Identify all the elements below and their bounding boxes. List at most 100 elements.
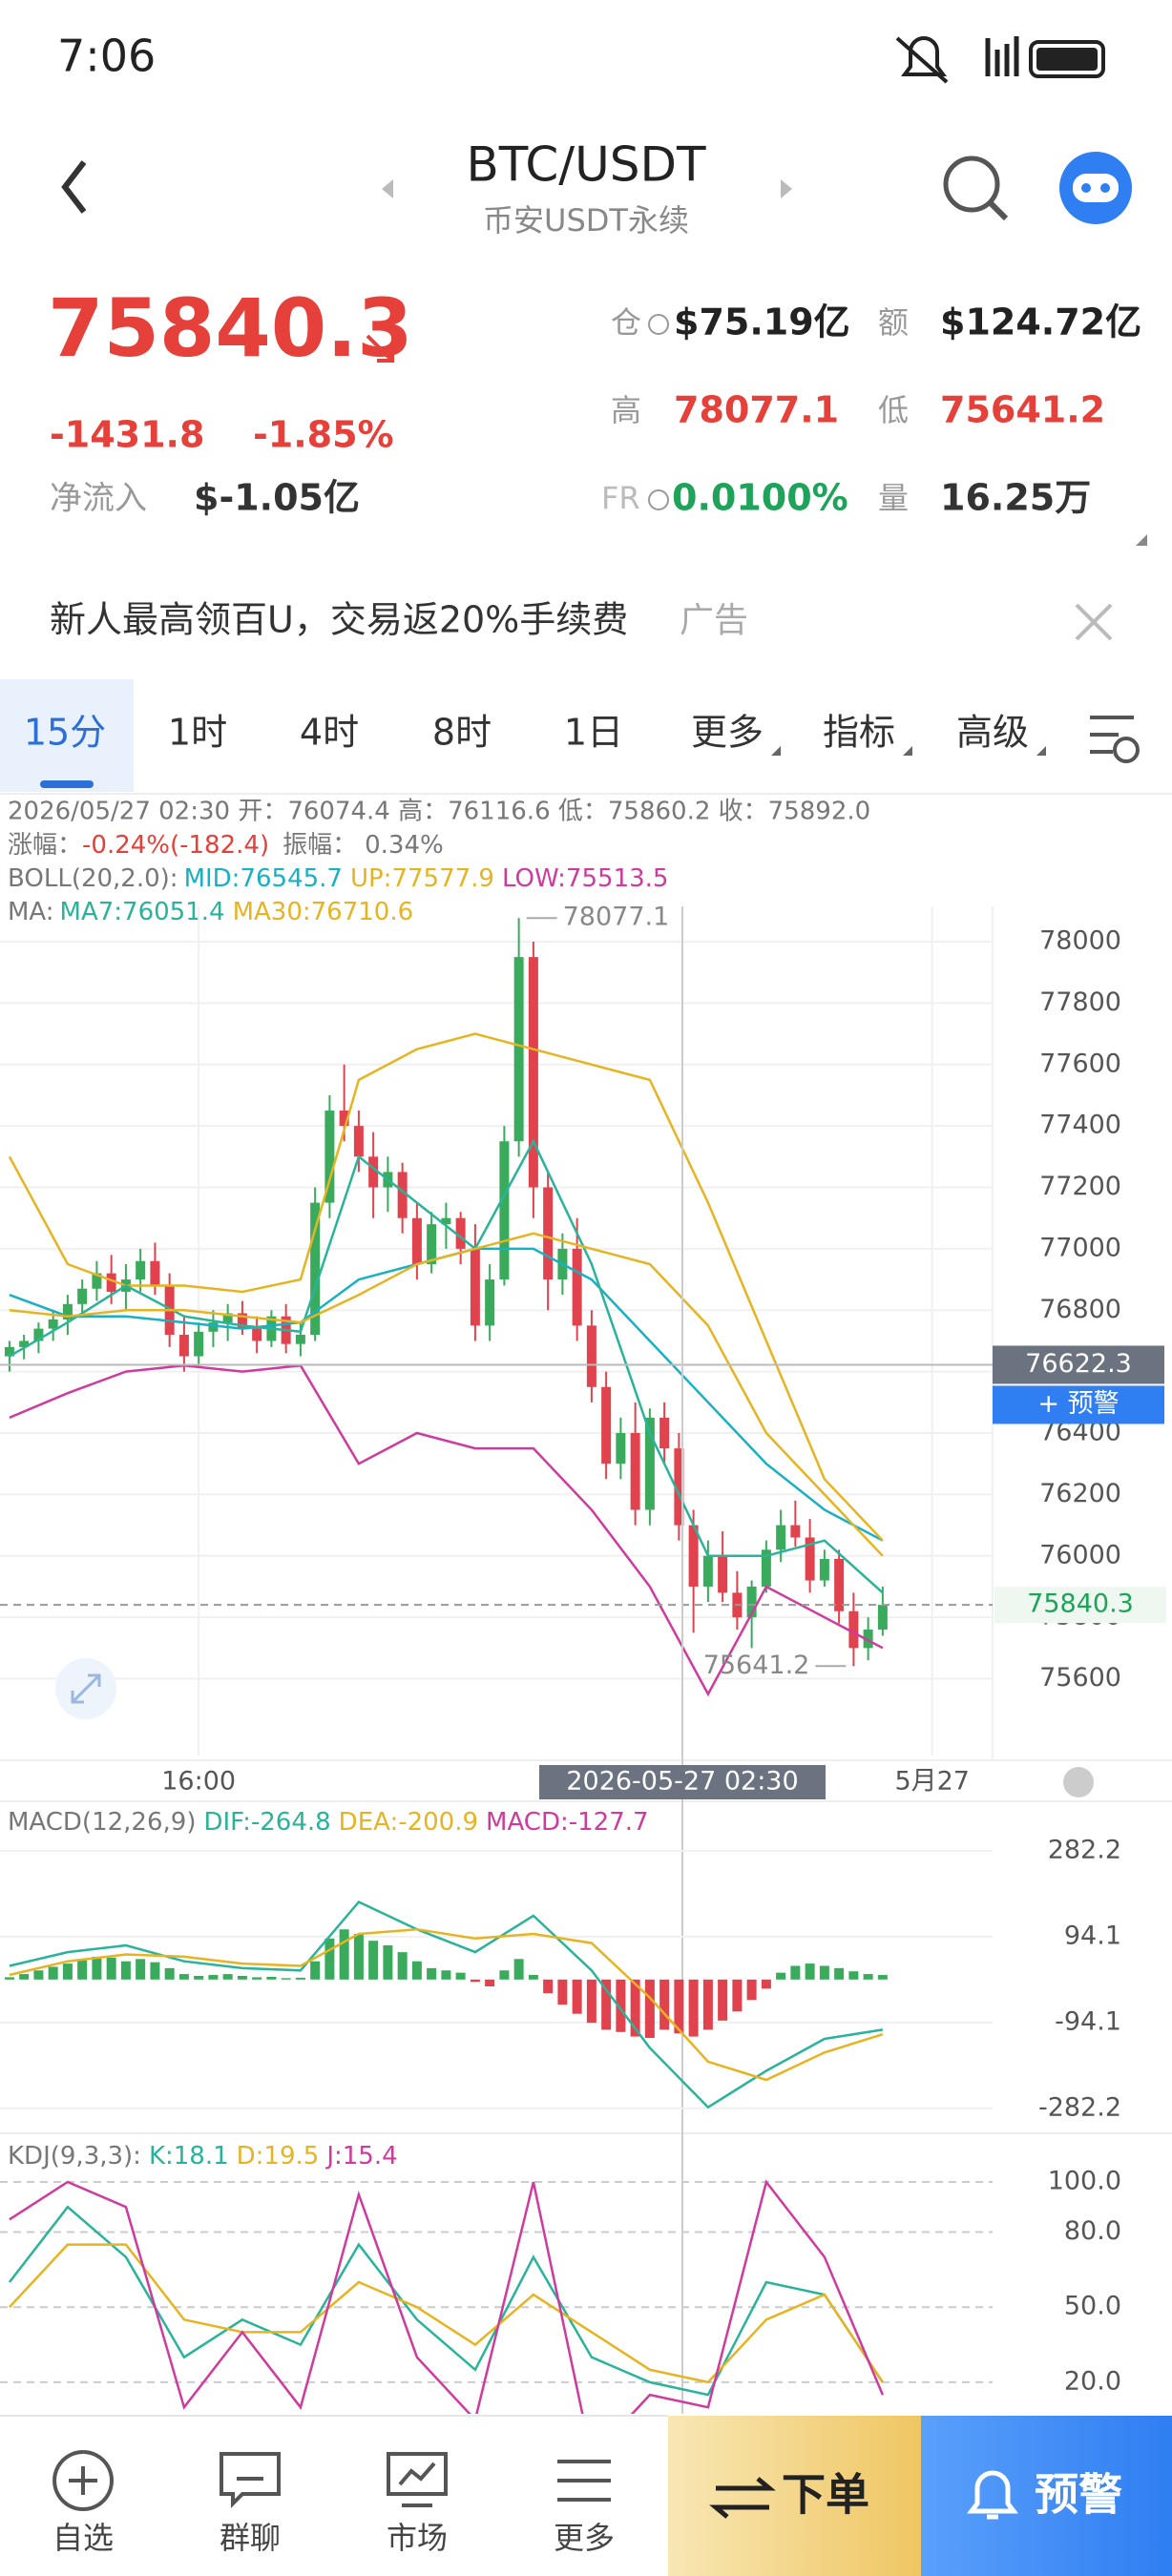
timeframe-tab[interactable]: 1日 [564,712,623,754]
candle-body [222,1313,233,1323]
macd-bar [48,1966,58,1980]
macd-bar [499,1970,510,1980]
candle-body [485,1279,495,1326]
avatar-eye [1081,183,1091,193]
info-icon[interactable] [648,314,669,335]
candle-body [776,1525,786,1550]
nav-label[interactable]: 市场 [387,2520,448,2556]
back-button[interactable] [61,160,87,214]
macd-bar [455,1972,466,1980]
info-icon[interactable] [648,489,669,510]
ma-label: MA: [8,898,54,926]
high-label: 高 [611,392,641,428]
alert-tag-label[interactable]: + 预警 [1037,1389,1119,1419]
candle-body [630,1433,640,1510]
expand-triangle[interactable] [1136,534,1147,546]
macd-bar [805,1963,815,1980]
timeframe-tab[interactable]: 4时 [300,712,359,754]
candle-body [194,1331,204,1357]
candle-body [19,1340,30,1347]
macd-bar [644,1979,655,2039]
crosshair-price: 76622.3 [1025,1349,1132,1379]
candle-body [397,1172,408,1218]
macd-bar [848,1971,859,1980]
candle-body [616,1433,626,1465]
candle-body [33,1328,44,1341]
chart-type-button[interactable] [1063,1767,1094,1797]
macd-bar [834,1967,845,1980]
macd-bar [470,1979,480,1983]
legend-entry: MA30:76710.6 [233,898,414,926]
candle-body [513,957,524,1142]
macd-bar [92,1956,102,1980]
y-tick-label: -282.2 [1038,2092,1121,2122]
macd-title: MACD(12,26,9) [8,1808,196,1837]
candle-body [848,1610,859,1649]
nav-label[interactable]: 群聊 [220,2520,281,2556]
macd-bar [150,1962,160,1980]
tab-selected-bg [0,679,134,792]
legend-entry: D:19.5 [237,2142,320,2171]
next-symbol[interactable] [781,179,792,198]
price-change-pct: -1.85% [253,414,394,456]
dropdown-triangle [771,746,781,756]
candle-body [455,1217,466,1249]
low-24h: 75641.2 [940,389,1105,431]
indicator-line [9,1363,884,1697]
timeframe-tab[interactable]: 1时 [168,712,227,754]
amount-label: 额 [878,304,909,341]
nav-icon [557,2460,611,2502]
high-24h: 78077.1 [674,389,839,431]
candle-body [178,1335,189,1357]
y-tick-label: 77600 [1039,1049,1121,1078]
macd-bar [543,1979,554,1994]
candle-body [543,1187,554,1280]
order-button[interactable] [668,2416,921,2576]
y-tick-label: 76800 [1039,1295,1121,1324]
y-tick-label: 77400 [1039,1111,1121,1140]
alert-tag[interactable] [993,1385,1164,1424]
nav-label[interactable]: 更多 [554,2520,615,2556]
timeframe-tab[interactable]: 15分 [24,712,106,754]
signal-icon [985,36,1019,76]
dropdown-triangle [903,746,912,756]
macd-bar [33,1970,44,1980]
candle-body [77,1288,88,1304]
order-label: 下单 [782,2469,869,2521]
y-tick-label: 20.0 [1064,2366,1121,2396]
macd-bar [164,1967,175,1980]
search-icon[interactable] [943,156,1000,213]
banner[interactable] [0,571,1172,675]
macd-bar [266,1976,277,1980]
macd-bar [62,1963,73,1980]
panel-line [0,2179,993,2414]
macd-bar [572,1979,582,2014]
candle-body [150,1260,160,1286]
macd-bar [281,1978,291,1980]
settings-icon[interactable] [1090,716,1140,763]
alert-button[interactable] [921,2416,1172,2576]
macd-bar [136,1959,146,1980]
net-inflow: $-1.05亿 [194,477,360,519]
macd-bar [324,1938,335,1980]
macd-bar [295,1977,305,1980]
timeframe-tab[interactable]: 更多 [691,712,764,754]
max-label: 78077.1 [563,903,670,932]
macd-bar [761,1979,771,1989]
nav-label[interactable]: 自选 [52,2520,114,2556]
y-tick-label: 282.2 [1048,1835,1121,1864]
candle-body [237,1313,247,1329]
candle-body [4,1346,14,1357]
banner-close[interactable] [1075,603,1113,641]
timeframe-tab[interactable]: 高级 [956,712,1029,754]
timeframe-tab[interactable]: 指标 [823,712,895,754]
timeframe-tab[interactable]: 8时 [432,712,492,754]
macd-bar [528,1975,538,1980]
macd-bar [106,1957,116,1980]
legend-entry: MACD:-127.7 [486,1808,649,1837]
x-tick-label: 5月27 [894,1767,970,1797]
kdj-title: KDJ(9,3,3): [8,2142,141,2171]
macd-bar [208,1975,219,1980]
candle-body [877,1605,888,1631]
prev-symbol[interactable] [382,179,393,198]
